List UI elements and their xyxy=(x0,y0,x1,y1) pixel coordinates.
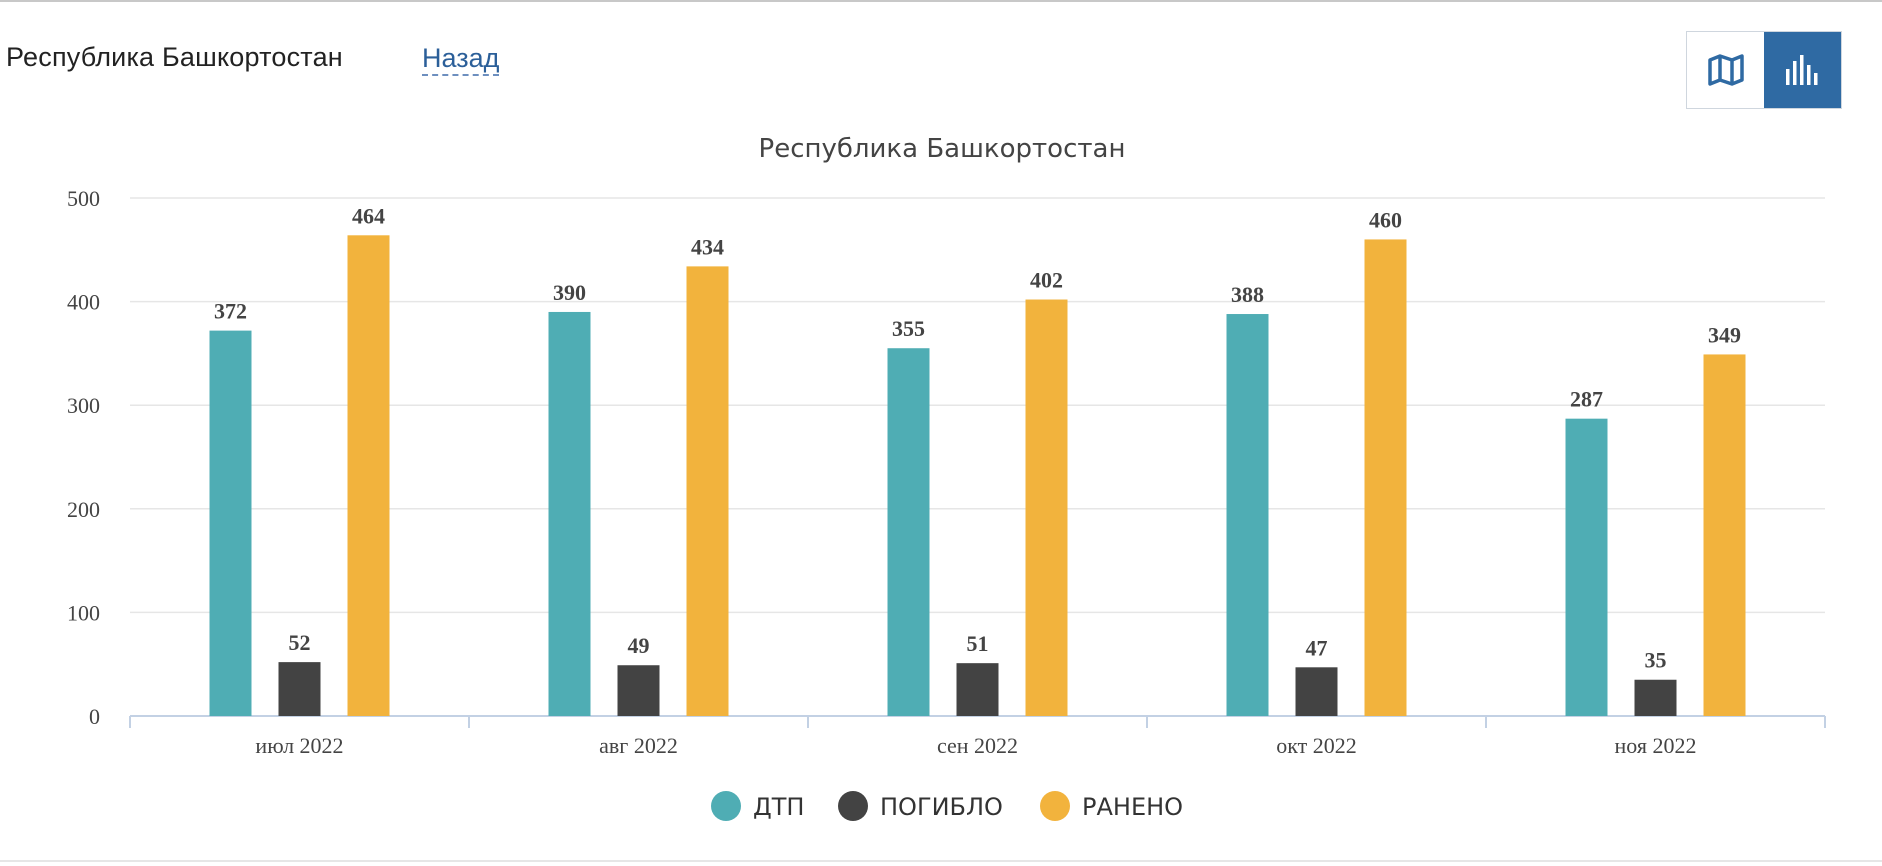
bar-ранено xyxy=(1025,299,1068,716)
top-divider xyxy=(0,0,1882,2)
chart-title: Республика Башкортостан xyxy=(759,134,1126,164)
data-label: 434 xyxy=(691,234,724,259)
legend-marker xyxy=(838,791,868,821)
y-tick-label: 200 xyxy=(67,497,100,522)
page-title: Республика Башкортостан xyxy=(6,42,343,72)
bar-chart-icon xyxy=(1785,55,1817,85)
bar-дтп xyxy=(548,311,591,716)
y-tick-label: 400 xyxy=(67,290,100,315)
x-tick-label: окт 2022 xyxy=(1276,733,1357,758)
bar-погибло xyxy=(956,663,999,716)
y-tick-label: 300 xyxy=(67,393,100,418)
bar-дтп xyxy=(209,330,252,716)
bar-ранено xyxy=(686,266,729,716)
data-label: 355 xyxy=(892,316,925,341)
back-link[interactable]: Назад xyxy=(422,42,500,76)
y-tick-label: 100 xyxy=(67,600,100,625)
x-tick-label: ноя 2022 xyxy=(1615,733,1697,758)
data-label: 390 xyxy=(553,280,586,305)
data-label: 47 xyxy=(1306,635,1328,660)
bar-дтп xyxy=(887,348,930,716)
bar-погибло xyxy=(1634,679,1677,716)
data-label: 372 xyxy=(214,299,247,324)
bar-погибло xyxy=(617,665,660,716)
bar-погибло xyxy=(1295,667,1338,716)
legend-label: РАНЕНО xyxy=(1082,793,1183,821)
chart-view-button[interactable] xyxy=(1764,32,1841,108)
data-label: 49 xyxy=(628,633,650,658)
y-tick-label: 0 xyxy=(89,704,100,729)
bottom-divider xyxy=(0,860,1882,862)
data-label: 402 xyxy=(1030,268,1063,293)
legend-marker xyxy=(1040,791,1070,821)
map-icon xyxy=(1707,54,1744,86)
bar-ранено xyxy=(347,235,390,716)
x-tick-label: авг 2022 xyxy=(599,733,678,758)
data-label: 287 xyxy=(1570,387,1603,412)
x-tick-label: сен 2022 xyxy=(937,733,1018,758)
data-label: 464 xyxy=(352,203,385,228)
bar-ранено xyxy=(1703,354,1746,716)
map-view-button[interactable] xyxy=(1687,32,1764,108)
data-label: 388 xyxy=(1231,282,1264,307)
legend-marker xyxy=(711,791,741,821)
data-label: 35 xyxy=(1645,648,1667,673)
legend-label: ПОГИБЛО xyxy=(880,793,1003,821)
data-label: 349 xyxy=(1708,322,1741,347)
y-tick-label: 500 xyxy=(67,186,100,211)
data-label: 52 xyxy=(289,630,311,655)
bar-погибло xyxy=(278,662,321,716)
bar-дтп xyxy=(1565,418,1608,716)
x-tick-label: июл 2022 xyxy=(255,733,343,758)
legend-label: ДТП xyxy=(753,793,804,821)
bar-chart: Республика Башкортостан 0 100 200 300 400 500 3… xyxy=(67,134,1826,821)
data-label: 51 xyxy=(967,631,989,656)
bar-дтп xyxy=(1226,314,1269,716)
view-toggle xyxy=(1686,31,1842,109)
data-label: 460 xyxy=(1369,207,1402,232)
bar-ранено xyxy=(1364,239,1407,716)
